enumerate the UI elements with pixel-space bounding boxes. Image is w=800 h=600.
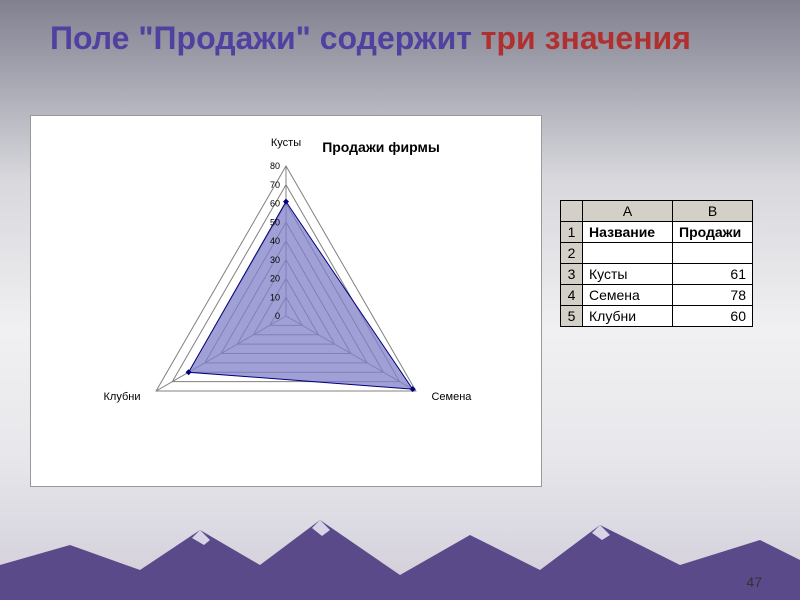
data-table: AB1НазваниеПродажи23Кусты614Семена785Клу… (560, 200, 753, 327)
table-row-header: 4 (561, 285, 583, 306)
table-column-header: A (583, 201, 673, 222)
table-cell: 60 (673, 306, 753, 327)
page-number: 47 (746, 574, 762, 590)
table-cell (583, 243, 673, 264)
svg-text:60: 60 (270, 199, 280, 209)
svg-text:70: 70 (270, 180, 280, 190)
svg-text:30: 30 (270, 255, 280, 265)
table-cell: Семена (583, 285, 673, 306)
svg-text:Клубни: Клубни (104, 391, 141, 403)
table-row: 2 (561, 243, 753, 264)
table-cell: Продажи (673, 222, 753, 243)
svg-text:20: 20 (270, 274, 280, 284)
table-column-header (561, 201, 583, 222)
svg-text:Продажи фирмы: Продажи фирмы (322, 139, 440, 155)
table-cell: Клубни (583, 306, 673, 327)
table-cell: Название (583, 222, 673, 243)
svg-text:0: 0 (275, 311, 280, 321)
table-cell: 61 (673, 264, 753, 285)
svg-text:80: 80 (270, 161, 280, 171)
table-cell (673, 243, 753, 264)
svg-text:50: 50 (270, 217, 280, 227)
table-row: 1НазваниеПродажи (561, 222, 753, 243)
title-part2: три значения (481, 20, 691, 56)
svg-text:10: 10 (270, 292, 280, 302)
table-row: 5Клубни60 (561, 306, 753, 327)
table-row: 3Кусты61 (561, 264, 753, 285)
mountain-decoration (0, 490, 800, 600)
slide-title: Поле "Продажи" содержит три значения (50, 18, 691, 58)
svg-text:Семена: Семена (431, 391, 472, 403)
title-part1: Поле "Продажи" содержит (50, 20, 481, 56)
table-row: 4Семена78 (561, 285, 753, 306)
svg-text:Кусты: Кусты (271, 137, 301, 149)
table-cell: Кусты (583, 264, 673, 285)
table-row-header: 1 (561, 222, 583, 243)
table-row-header: 5 (561, 306, 583, 327)
table-row-header: 3 (561, 264, 583, 285)
svg-text:40: 40 (270, 236, 280, 246)
radar-chart-frame: 0 10 20 30 40 50 60 70 80 Кусты Семена Клубни Продаж… (30, 115, 542, 487)
radar-chart: 0 10 20 30 40 50 60 70 80 Кусты Семена Клубни Продаж… (31, 116, 541, 486)
table-row-header: 2 (561, 243, 583, 264)
table-cell: 78 (673, 285, 753, 306)
table-column-header: B (673, 201, 753, 222)
